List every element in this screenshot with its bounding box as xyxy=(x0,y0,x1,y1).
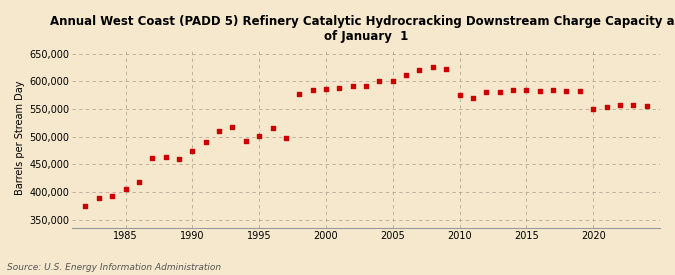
Point xyxy=(614,103,625,107)
Point xyxy=(160,155,171,160)
Point xyxy=(574,89,585,93)
Point xyxy=(80,204,91,208)
Title: Annual West Coast (PADD 5) Refinery Catalytic Hydrocracking Downstream Charge Ca: Annual West Coast (PADD 5) Refinery Cata… xyxy=(50,15,675,43)
Point xyxy=(494,90,505,94)
Point xyxy=(547,88,558,92)
Point xyxy=(588,107,599,111)
Point xyxy=(414,68,425,72)
Text: Source: U.S. Energy Information Administration: Source: U.S. Energy Information Administ… xyxy=(7,263,221,272)
Point xyxy=(200,140,211,144)
Point xyxy=(360,84,371,89)
Point xyxy=(93,195,104,200)
Point xyxy=(280,136,291,141)
Point xyxy=(561,89,572,94)
Point xyxy=(508,88,518,93)
Point xyxy=(641,104,652,108)
Point xyxy=(214,129,225,133)
Point xyxy=(227,125,238,130)
Point xyxy=(147,156,158,160)
Point xyxy=(601,105,612,109)
Point xyxy=(107,194,117,198)
Point xyxy=(628,103,639,107)
Point xyxy=(347,84,358,89)
Point xyxy=(294,92,304,96)
Point xyxy=(441,67,452,71)
Point xyxy=(481,90,491,94)
Point xyxy=(468,96,479,100)
Point xyxy=(454,93,465,98)
Point xyxy=(307,88,318,92)
Point xyxy=(374,79,385,84)
Y-axis label: Barrels per Stream Day: Barrels per Stream Day xyxy=(15,81,25,196)
Point xyxy=(334,86,345,90)
Point xyxy=(535,89,545,93)
Point xyxy=(321,86,331,91)
Point xyxy=(267,126,278,130)
Point xyxy=(173,157,184,161)
Point xyxy=(120,186,131,191)
Point xyxy=(240,139,251,143)
Point xyxy=(187,148,198,153)
Point xyxy=(521,88,532,92)
Point xyxy=(254,134,265,138)
Point xyxy=(401,73,412,77)
Point xyxy=(427,65,438,69)
Point xyxy=(134,180,144,184)
Point xyxy=(387,79,398,83)
